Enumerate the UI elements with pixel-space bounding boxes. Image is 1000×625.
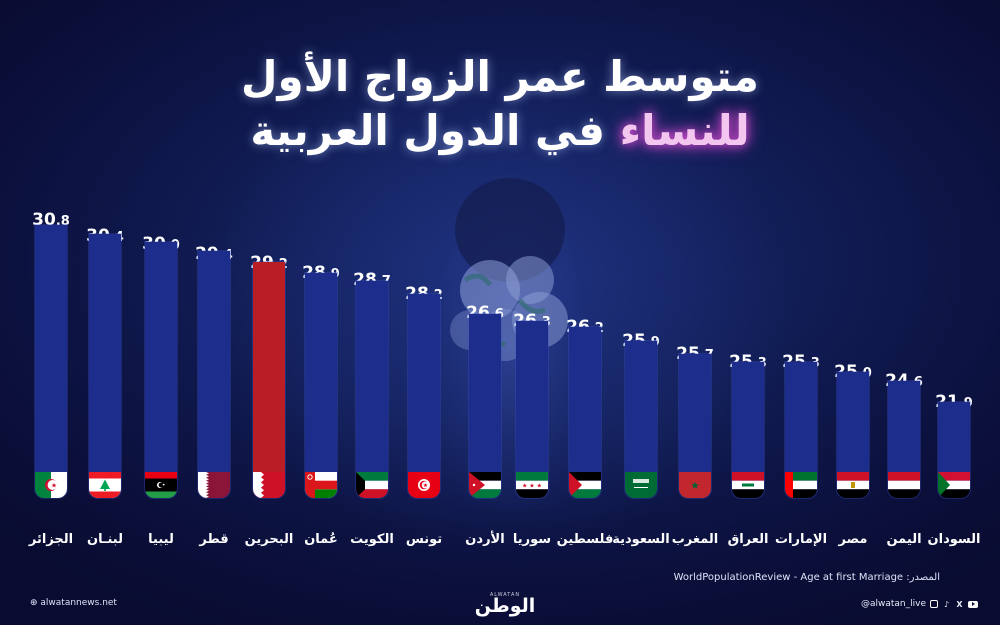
country-label: الكويت — [350, 532, 394, 547]
egypt-flag-icon — [837, 472, 869, 498]
source-note: WorldPopulationReview - Age at first Mar… — [673, 572, 940, 583]
bar-group-iraq: 25.3 عـــامـاً العراق — [720, 0, 776, 560]
title-line-1: متوسط عمر الزواج الأول — [241, 52, 759, 101]
bar — [198, 251, 230, 498]
bar — [888, 381, 920, 498]
bahrain-flag-icon — [253, 472, 285, 498]
logo-latin-text: ALWATAN — [489, 592, 521, 598]
bar — [732, 362, 764, 498]
country-label: السودان — [927, 532, 981, 547]
country-label: العراق — [727, 532, 769, 547]
bar: ★ ★ ★ — [516, 321, 548, 498]
palestine-flag-icon — [569, 472, 601, 498]
country-label: الجزائر — [28, 532, 74, 547]
country-label: عُمان — [304, 532, 338, 547]
bar-group-algeria: 30.8 عـــامـاً الجزائر — [23, 0, 79, 560]
bar-group-egypt: 25.0 عـــامـاً مصر — [825, 0, 881, 560]
chart-title: متوسط عمر الزواج الأول للنساء في الدول ا… — [0, 50, 1000, 158]
bar — [408, 294, 440, 498]
bar — [837, 372, 869, 498]
bar — [569, 327, 601, 498]
logo-arabic-text: الوطن — [474, 595, 536, 617]
x-icon[interactable]: X — [956, 599, 963, 609]
kuwait-flag-icon — [356, 472, 388, 498]
syria-flag-icon: ★ ★ ★ — [516, 472, 548, 498]
bar — [469, 314, 501, 498]
country-label: تونس — [405, 532, 443, 547]
bar-group-lebanon: 30.4 عـــامـاً لبنـان — [77, 0, 133, 560]
bar-group-palestine: 26.2 عـــامـاً فلسطين — [557, 0, 614, 560]
bar — [785, 362, 817, 498]
title-highlight: للنساء — [619, 106, 750, 155]
website-link[interactable]: ⊕ alwatannews.net — [30, 598, 117, 608]
saudi-flag-icon — [625, 472, 657, 498]
algeria-flag-icon — [35, 472, 67, 498]
yemen-flag-icon — [888, 472, 920, 498]
bar-group-kuwait: 28.7 عـــامـاً الكويت — [344, 0, 400, 560]
title-line-2-rest: في الدول العربية — [250, 106, 605, 155]
social-links: @alwatan_live ♪ X — [861, 599, 978, 609]
bar-group-oman: 28.9 عـــامـاً عُمان — [293, 0, 349, 560]
country-label: لبنـان — [87, 532, 123, 547]
country-label: سوريا — [512, 532, 552, 547]
country-label: الأردن — [465, 532, 505, 547]
bar — [89, 234, 121, 498]
instagram-icon[interactable] — [930, 600, 938, 608]
youtube-icon[interactable] — [968, 600, 978, 608]
bar-group-morocco: 25.7 عـــامـاً المغرب — [667, 0, 723, 560]
country-label: فلسطين — [556, 532, 614, 547]
bar — [938, 402, 970, 498]
bar-group-sudan: 21.9 عـــامـاً السودان — [926, 0, 982, 560]
bar — [625, 341, 657, 498]
tiktok-icon[interactable]: ♪ — [943, 599, 950, 609]
uae-flag-icon — [785, 472, 817, 498]
bar-group-syria: 26.3 عـــامـاً ★ ★ ★ سوريا — [504, 0, 560, 560]
bar-group-jordan: 26.6 عـــامـاً الأردن — [457, 0, 513, 560]
bar — [679, 354, 711, 498]
country-label: اليمن — [886, 532, 922, 547]
bar — [145, 242, 177, 498]
bar-group-bahrain: 29.2 عـــامـاً البحرين — [241, 0, 297, 560]
bar-group-saudi-arabia: 25.9 عـــامـاً السعودية — [612, 0, 670, 560]
bar-group-libya: 30.0 عـــامـاً ليبيا — [133, 0, 189, 560]
country-label: المغرب — [671, 532, 719, 547]
country-label: مصر — [838, 532, 868, 547]
bar — [356, 281, 388, 498]
bar-group-yemen: 24.6 عـــامـاً اليمن — [876, 0, 932, 560]
bar — [35, 225, 67, 498]
country-label: الإمارات — [774, 532, 828, 547]
bar-group-qatar: 29.4 عـــامـاً قطر — [186, 0, 242, 560]
title-line-2: للنساء في الدول العربية — [0, 104, 1000, 158]
country-label: قطر — [199, 532, 229, 547]
tunisia-flag-icon — [408, 472, 440, 498]
bar — [305, 273, 337, 498]
country-label: البحرين — [244, 532, 294, 547]
iraq-flag-icon — [732, 472, 764, 498]
qatar-flag-icon — [198, 472, 230, 498]
bar-group-tunisia: 28.2 عـــامـاً تونس — [396, 0, 452, 560]
social-handle[interactable]: @alwatan_live — [860, 599, 926, 609]
lebanon-flag-icon — [89, 472, 121, 498]
morocco-flag-icon — [679, 472, 711, 498]
svg-text:★ ★ ★: ★ ★ ★ — [522, 483, 542, 490]
jordan-flag-icon — [469, 472, 501, 498]
bar-group-uae: 25.3 عـــامـاً الإمارات — [773, 0, 829, 560]
bar-chart: 30.8 عـــامـاً الجزائر 30.4 عـــامـاً لب… — [23, 0, 982, 560]
bar-highlighted — [253, 262, 285, 498]
country-label: ليبيا — [148, 532, 174, 547]
sudan-flag-icon — [938, 472, 970, 498]
country-label: السعودية — [612, 532, 670, 547]
libya-flag-icon — [145, 472, 177, 498]
oman-flag-icon — [305, 472, 337, 498]
alwatan-logo: ALWATAN الوطن — [470, 592, 540, 616]
